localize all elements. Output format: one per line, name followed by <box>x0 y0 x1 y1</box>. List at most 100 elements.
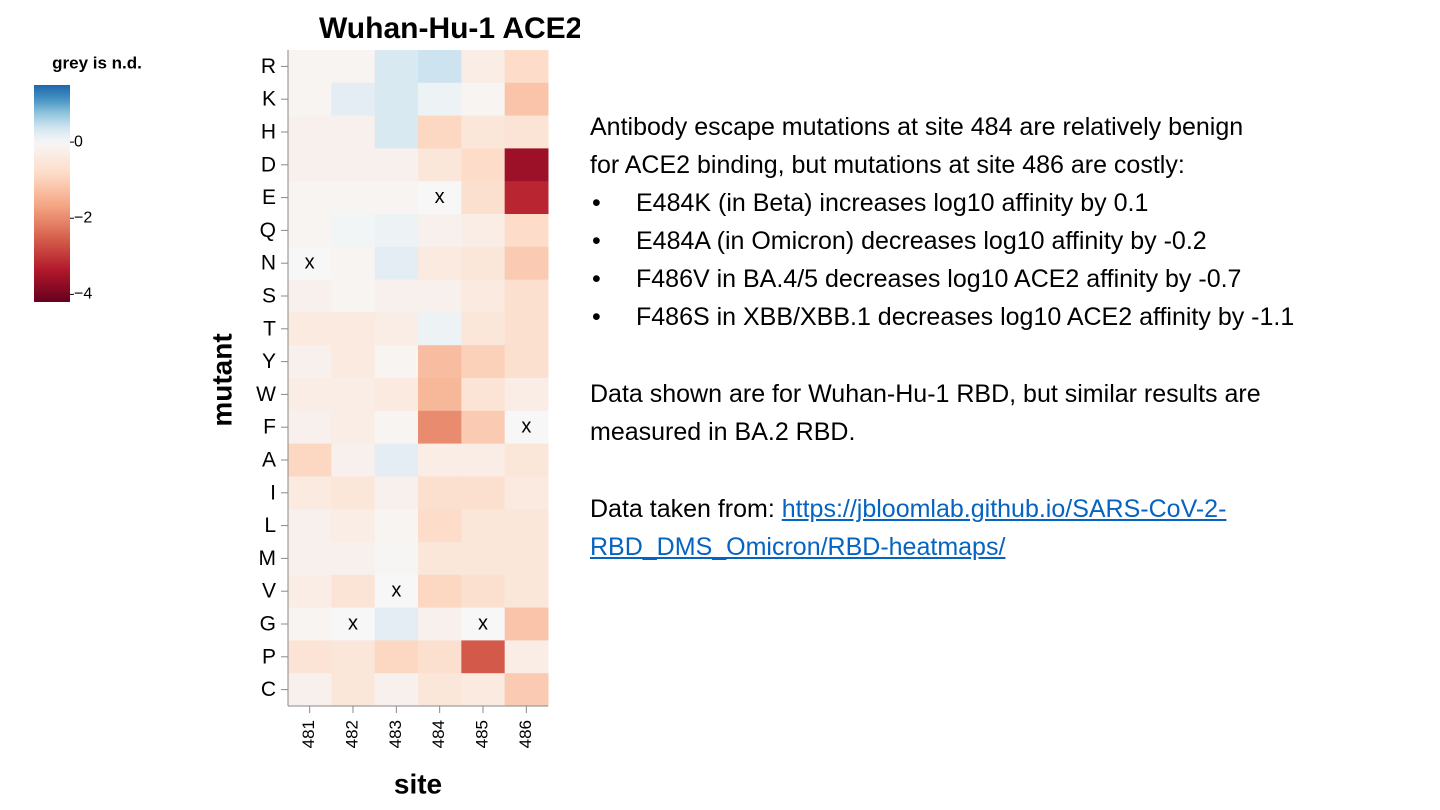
heatmap-cell <box>504 542 549 576</box>
heatmap-cell <box>504 476 549 510</box>
heatmap-cell <box>331 214 376 248</box>
heatmap-cell <box>331 410 376 445</box>
heatmap-cell <box>288 378 332 412</box>
heatmap-cell <box>331 443 376 477</box>
heatmap-cell <box>504 345 549 379</box>
x-tick-label: 484 <box>429 720 448 748</box>
heatmap-cell <box>288 640 332 674</box>
heatmap-cell <box>461 640 506 674</box>
heatmap-cell <box>418 673 462 707</box>
intro-line: Antibody escape mutations at site 484 ar… <box>590 113 1244 141</box>
x-tick-label: 483 <box>386 720 405 748</box>
heatmap-cell <box>418 542 462 576</box>
y-tick-label: I <box>270 481 276 504</box>
heatmap-cell <box>374 115 419 149</box>
heatmap-cell <box>288 410 332 445</box>
heatmap-cell <box>331 673 376 707</box>
heatmap-cell <box>331 378 376 412</box>
colorbar <box>34 85 70 302</box>
intro-line: for ACE2 binding, but mutations at site … <box>590 151 1185 179</box>
heatmap-cell <box>374 410 419 445</box>
heatmap-cell <box>418 181 462 215</box>
heatmap-cell <box>331 148 376 182</box>
heatmap-cell <box>418 640 462 674</box>
heatmap-cell <box>461 279 506 313</box>
heatmap-cell <box>461 82 506 117</box>
source-link[interactable]: RBD_DMS_Omicron/RBD-heatmaps/ <box>590 533 1006 561</box>
heatmap-cell <box>331 542 376 576</box>
heatmap-cell <box>461 607 506 641</box>
spacer <box>590 451 1410 490</box>
heatmap-cell <box>288 542 332 576</box>
y-tick-label: A <box>262 449 276 472</box>
heatmap-cell <box>374 214 419 248</box>
heatmap-cell <box>288 115 332 149</box>
heatmap-cell <box>461 246 506 281</box>
heatmap-cell <box>461 345 506 379</box>
y-tick-label: W <box>256 383 276 406</box>
wildtype-marker: x <box>435 186 445 208</box>
source-link[interactable]: https://jbloomlab.github.io/SARS-CoV-2- <box>781 495 1227 523</box>
y-tick-label: L <box>264 514 276 537</box>
heatmap-cell <box>374 279 419 313</box>
heatmap-cell <box>374 378 419 412</box>
heatmap-cell <box>374 181 419 215</box>
heatmap-cell <box>331 574 376 609</box>
heatmap-cell <box>331 279 376 313</box>
note-line: measured in BA.2 RBD. <box>590 418 856 446</box>
colorbar-title: grey is n.d. <box>52 53 142 72</box>
heatmap-cell <box>288 148 332 182</box>
heatmap-cell <box>461 378 506 412</box>
heatmap-cell <box>504 50 549 84</box>
heatmap-cell <box>288 181 332 215</box>
heatmap-cell <box>418 509 462 543</box>
wildtype-marker: x <box>478 612 488 634</box>
heatmap-cell <box>331 345 376 379</box>
heatmap-cell <box>504 640 549 674</box>
heatmap-cell <box>504 607 549 641</box>
heatmap-cell <box>504 673 549 707</box>
heatmap-cell <box>504 509 549 543</box>
y-tick-label: Q <box>260 219 276 242</box>
y-tick-label: M <box>259 547 277 570</box>
spacer <box>590 336 1410 375</box>
wildtype-marker: x <box>305 251 315 273</box>
heatmap-cell <box>504 279 549 313</box>
source-line: Data taken from: https://jbloomlab.githu… <box>590 490 1410 528</box>
heatmap-cell <box>418 148 462 182</box>
y-tick-label: N <box>261 252 276 275</box>
heatmap-cell <box>418 574 462 609</box>
heatmap-cell <box>504 574 549 609</box>
heatmap-cell <box>331 115 376 149</box>
heatmap-cell <box>374 148 419 182</box>
heatmap-cell <box>331 246 376 281</box>
source-line: RBD_DMS_Omicron/RBD-heatmaps/ <box>590 528 1410 566</box>
heatmap-cell <box>374 246 419 281</box>
heatmap-cell <box>288 574 332 609</box>
heatmap-cell <box>461 673 506 707</box>
heatmap-cell <box>504 410 549 445</box>
heatmap-cell <box>461 410 506 445</box>
y-axis-title: mutant <box>206 333 237 426</box>
heatmap-cell <box>504 181 549 215</box>
heatmap-cell <box>331 509 376 543</box>
heatmap-cell <box>418 246 462 281</box>
heatmap-cell <box>331 607 376 641</box>
heatmap-cell <box>288 673 332 707</box>
heatmap-cell <box>288 279 332 313</box>
heatmap-cell <box>418 378 462 412</box>
wildtype-marker: x <box>391 579 401 601</box>
text-panel: Antibody escape mutations at site 484 ar… <box>590 108 1410 566</box>
heatmap-cell <box>418 443 462 477</box>
y-tick-label: C <box>261 678 276 701</box>
heatmap-cell <box>461 574 506 609</box>
heatmap-cell <box>374 476 419 510</box>
wildtype-marker: x <box>348 612 358 634</box>
heatmap-cell <box>331 312 376 346</box>
heatmap-cell <box>504 148 549 182</box>
heatmap-cell <box>288 312 332 346</box>
heatmap-cell <box>374 607 419 641</box>
heatmap-cell <box>461 148 506 182</box>
heatmap-cell <box>288 607 332 641</box>
